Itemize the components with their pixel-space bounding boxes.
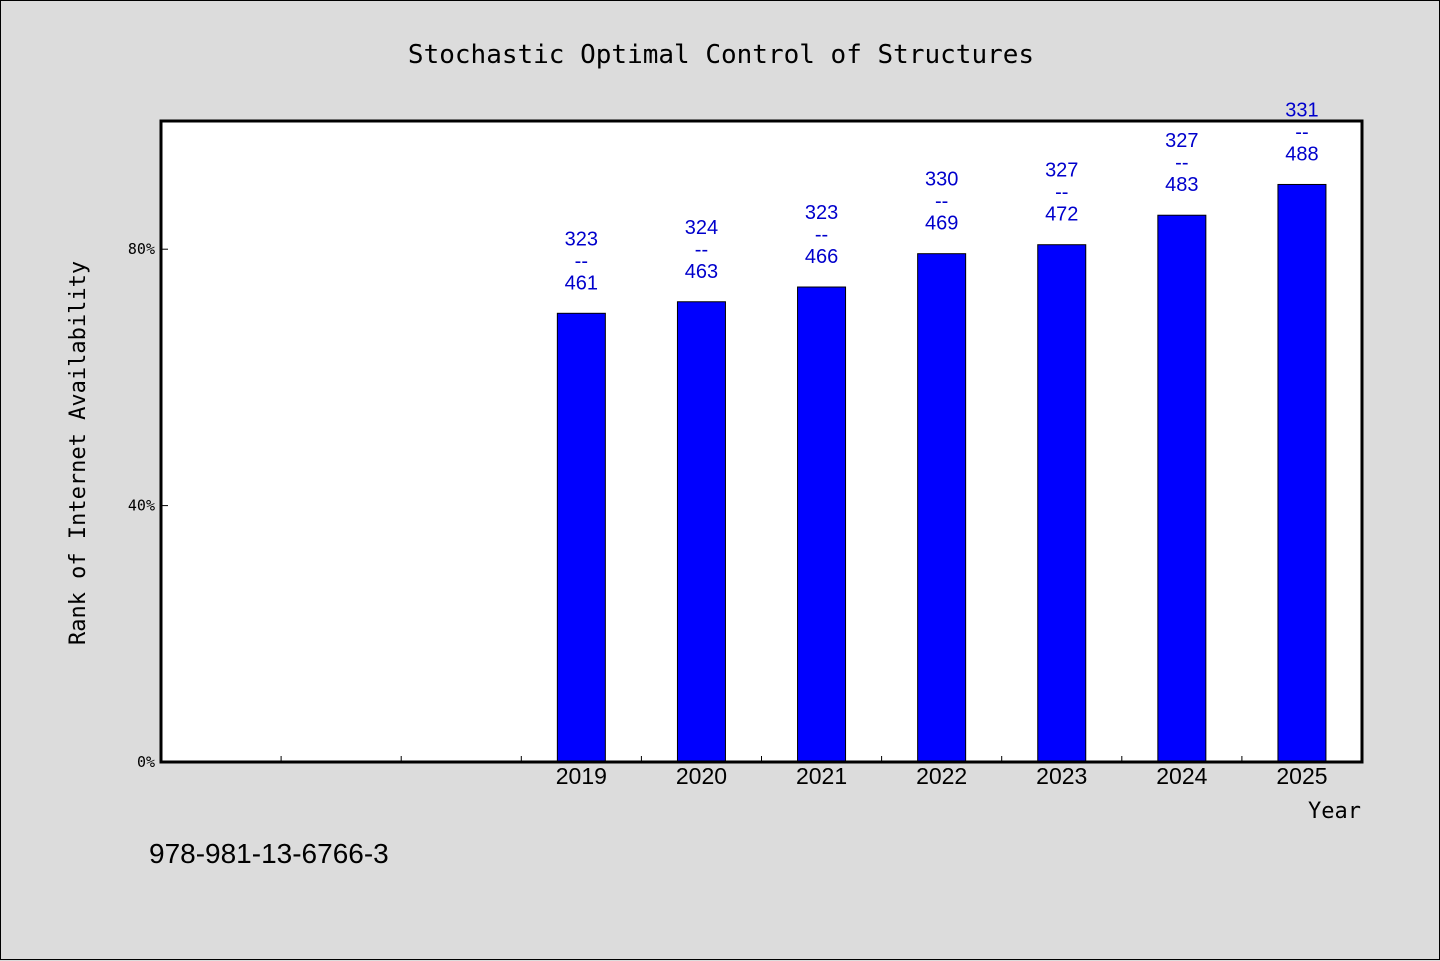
bar [917, 253, 967, 763]
bar [556, 312, 606, 763]
x-tick-label: 2022 [916, 763, 967, 789]
bar-label-bottom: 466 [805, 246, 838, 268]
y-axis-title: Rank of Internet Availability [66, 261, 91, 645]
bar-label-top: 327 [1165, 130, 1198, 152]
bar [797, 286, 847, 763]
x-tick-label: 2024 [1156, 763, 1207, 789]
chart-title: Stochastic Optimal Control of Structures [408, 40, 1034, 70]
bar-label-top: 327 [1045, 160, 1078, 182]
bar-label-top: 324 [685, 217, 718, 239]
y-tick-label: 0% [137, 753, 155, 771]
bar-label-separator: -- [815, 224, 828, 246]
bar [1277, 183, 1327, 763]
bar-label-separator: -- [935, 191, 948, 213]
bar-label-top: 323 [565, 228, 598, 250]
x-tick-label: 2025 [1276, 763, 1327, 789]
bar-labels-layer: 323--461324--463323--466330--469327--472… [565, 99, 1319, 294]
bar-label-bottom: 461 [565, 272, 598, 294]
bar-label-separator: -- [1175, 152, 1188, 174]
bar-label-bottom: 469 [925, 213, 958, 235]
bar-label-separator: -- [575, 250, 588, 272]
x-tick-label: 2020 [676, 763, 727, 789]
x-tick-label: 2019 [556, 763, 607, 789]
isbn-label: 978-981-13-6766-3 [149, 838, 389, 869]
bar-label-top: 323 [805, 202, 838, 224]
bar-label-separator: -- [695, 239, 708, 261]
x-axis-title: Year [1308, 799, 1361, 824]
bar [1157, 214, 1207, 763]
bar-label-bottom: 488 [1285, 143, 1318, 165]
x-ticks-layer: 2019 2020 2021 2022 2023 2024 2025 [280, 756, 1328, 789]
bar-label-separator: -- [1055, 182, 1068, 204]
plot-border [159, 119, 1364, 764]
x-tick-label: 2021 [796, 763, 847, 789]
bar-label-separator: -- [1295, 121, 1308, 143]
bar-label-bottom: 472 [1045, 204, 1078, 226]
x-tick-label: 2023 [1036, 763, 1087, 789]
bar [676, 301, 726, 763]
y-tick-label: 80% [128, 240, 155, 258]
bars-layer [556, 183, 1327, 763]
bar-label-bottom: 463 [685, 261, 718, 283]
y-tick-label: 40% [128, 497, 155, 515]
y-ticks-layer: 0% 40% 80% [128, 240, 168, 771]
bar-label-top: 331 [1285, 99, 1318, 121]
bar-label-bottom: 483 [1165, 174, 1198, 196]
bar-label-top: 330 [925, 169, 958, 191]
bar [1037, 244, 1087, 763]
